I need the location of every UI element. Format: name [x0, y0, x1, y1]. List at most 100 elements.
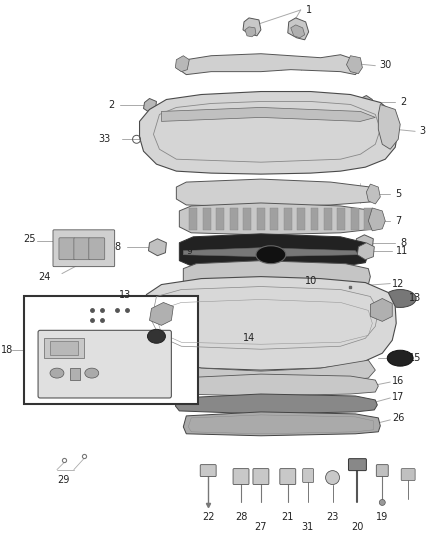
FancyBboxPatch shape: [233, 469, 249, 484]
FancyBboxPatch shape: [38, 330, 171, 398]
Text: 10: 10: [304, 276, 317, 286]
FancyBboxPatch shape: [24, 296, 198, 404]
Polygon shape: [140, 92, 398, 174]
Ellipse shape: [148, 329, 166, 343]
Text: 29: 29: [58, 474, 70, 484]
Polygon shape: [288, 18, 309, 40]
Polygon shape: [245, 27, 256, 37]
Text: 15: 15: [111, 332, 124, 341]
Polygon shape: [337, 208, 346, 230]
Text: 3: 3: [419, 126, 425, 136]
FancyBboxPatch shape: [253, 469, 269, 484]
Polygon shape: [355, 235, 373, 252]
Ellipse shape: [325, 471, 339, 484]
Text: 33: 33: [99, 134, 111, 144]
Polygon shape: [257, 208, 265, 230]
Text: 11: 11: [396, 246, 408, 256]
Text: 18: 18: [1, 345, 13, 355]
Polygon shape: [203, 208, 211, 230]
Polygon shape: [70, 368, 80, 380]
Text: 19: 19: [376, 512, 389, 522]
Text: 30: 30: [379, 60, 392, 70]
Ellipse shape: [384, 289, 416, 308]
Text: 8: 8: [400, 238, 406, 248]
Polygon shape: [177, 54, 360, 75]
Text: 13: 13: [409, 294, 421, 303]
FancyBboxPatch shape: [89, 238, 105, 260]
FancyBboxPatch shape: [376, 465, 388, 477]
Text: 2: 2: [109, 100, 115, 110]
Polygon shape: [230, 208, 238, 230]
Polygon shape: [357, 243, 374, 260]
Polygon shape: [283, 208, 292, 230]
Polygon shape: [189, 208, 197, 230]
Text: 20: 20: [351, 522, 364, 532]
Text: 27: 27: [254, 522, 267, 532]
Text: 7: 7: [395, 216, 401, 226]
Polygon shape: [173, 374, 378, 396]
Text: 1: 1: [306, 5, 312, 15]
Polygon shape: [291, 25, 305, 38]
Text: 31: 31: [301, 522, 314, 532]
Polygon shape: [360, 95, 372, 109]
Polygon shape: [184, 248, 358, 257]
FancyBboxPatch shape: [401, 469, 415, 481]
Polygon shape: [144, 99, 156, 112]
FancyBboxPatch shape: [200, 465, 216, 477]
Polygon shape: [368, 208, 385, 231]
Ellipse shape: [85, 368, 99, 378]
Text: 28: 28: [235, 512, 247, 522]
Polygon shape: [159, 287, 177, 303]
Polygon shape: [177, 179, 375, 207]
Text: 22: 22: [202, 512, 215, 522]
Text: 23: 23: [326, 512, 339, 522]
Polygon shape: [297, 208, 305, 230]
Text: 17: 17: [392, 392, 404, 402]
Polygon shape: [162, 108, 375, 122]
Polygon shape: [243, 18, 261, 36]
Polygon shape: [149, 302, 173, 325]
FancyBboxPatch shape: [280, 469, 296, 484]
Ellipse shape: [387, 350, 413, 366]
Polygon shape: [378, 104, 400, 149]
Polygon shape: [351, 208, 359, 230]
Ellipse shape: [256, 246, 286, 264]
Text: 25: 25: [23, 234, 35, 244]
Text: 24: 24: [38, 272, 50, 281]
Polygon shape: [179, 234, 368, 269]
FancyBboxPatch shape: [59, 238, 75, 260]
Text: 13: 13: [119, 289, 131, 300]
Polygon shape: [175, 56, 189, 71]
Text: 5: 5: [395, 189, 401, 199]
Text: 21: 21: [282, 512, 294, 522]
Polygon shape: [140, 277, 396, 370]
Text: 9: 9: [186, 247, 192, 256]
Polygon shape: [366, 184, 380, 204]
Polygon shape: [311, 208, 318, 230]
Text: 26: 26: [392, 413, 404, 423]
Polygon shape: [179, 203, 378, 235]
Text: 14: 14: [243, 333, 255, 343]
Polygon shape: [50, 341, 78, 355]
Polygon shape: [184, 412, 380, 436]
Polygon shape: [44, 338, 84, 358]
FancyBboxPatch shape: [74, 238, 90, 260]
Text: 15: 15: [409, 353, 421, 363]
Polygon shape: [364, 208, 372, 230]
Text: 2: 2: [400, 98, 406, 108]
FancyBboxPatch shape: [303, 469, 314, 482]
Text: 8: 8: [115, 242, 121, 252]
Polygon shape: [346, 56, 362, 74]
Text: 12: 12: [392, 279, 404, 288]
Polygon shape: [216, 208, 224, 230]
Polygon shape: [184, 261, 371, 290]
Ellipse shape: [50, 368, 64, 378]
Polygon shape: [243, 208, 251, 230]
Polygon shape: [162, 360, 375, 384]
Polygon shape: [371, 298, 392, 321]
Polygon shape: [324, 208, 332, 230]
Polygon shape: [270, 208, 278, 230]
Polygon shape: [175, 394, 377, 414]
FancyBboxPatch shape: [53, 230, 115, 266]
Ellipse shape: [379, 499, 385, 505]
